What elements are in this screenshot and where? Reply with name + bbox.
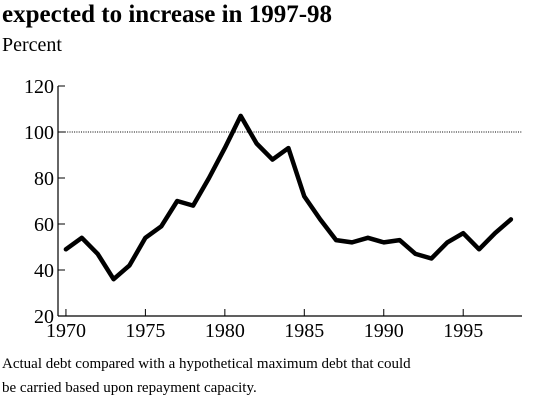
y-axis-unit-label: Percent [2, 34, 62, 56]
chart-title: expected to increase in 1997-98 [2, 1, 333, 28]
series-group [63, 113, 514, 282]
y-tick-label: 80 [34, 168, 54, 190]
x-tick-label: 1970 [46, 320, 86, 342]
x-tick-label: 1995 [443, 320, 483, 342]
caption-line-2: be carried based upon repayment capacity… [2, 380, 257, 396]
y-tick-label: 100 [24, 122, 54, 144]
caption-line-1: Actual debt compared with a hypothetical… [2, 356, 411, 372]
y-tick-label: 40 [34, 260, 54, 282]
y-tick-label: 60 [34, 214, 54, 236]
y-tick-label: 120 [24, 76, 54, 98]
series-line [63, 113, 514, 282]
chart-caption: Actual debt compared with a hypothetical… [2, 352, 536, 400]
x-tick-label: 1975 [125, 320, 165, 342]
y-tick-label: 20 [34, 306, 54, 328]
chart-ticks: 20 40 60 80 100 120 1970 1975 1980 1985 1990 1995 [24, 76, 483, 342]
x-tick-label: 1985 [284, 320, 324, 342]
x-tick-label: 1990 [364, 320, 404, 342]
chart-axes [57, 86, 522, 317]
x-tick-label: 1980 [205, 320, 245, 342]
